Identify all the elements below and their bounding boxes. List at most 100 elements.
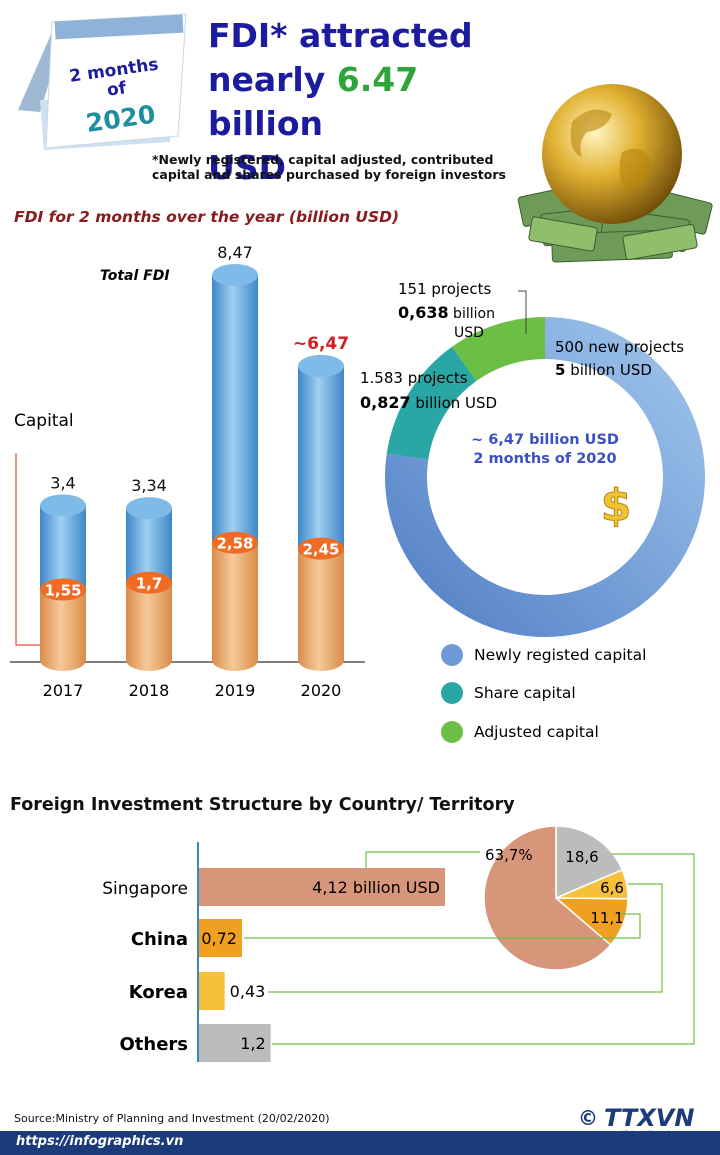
cylinder-2019: 8,47 2,58 2019 xyxy=(212,243,258,700)
copyright-icon: © xyxy=(578,1106,598,1130)
country-value-label: 4,12 billion USD xyxy=(312,878,440,897)
fdi-cylinder-chart: Capital Total FDI 3,4 1,55 2017 3,34 1,7 2018 8,… xyxy=(10,243,365,700)
dollar-icon: $ xyxy=(601,480,632,531)
calendar-graphic: 2 months of 2020 xyxy=(18,13,187,150)
source-note: Source:Ministry of Planning and Investme… xyxy=(14,1112,330,1125)
total-fdi-value-label: 8,47 xyxy=(217,243,253,262)
country-bar xyxy=(199,868,445,906)
total-fdi-bar xyxy=(298,365,344,560)
cylinder-2017: 3,4 1,55 2017 xyxy=(40,473,86,700)
title-nearly: nearly xyxy=(208,60,337,99)
capital-bar xyxy=(40,589,86,671)
title-line2: nearly 6.47 billion xyxy=(208,58,538,146)
donut-annotation-amount: 0,827 billion USD xyxy=(360,393,497,412)
year-tick-label: 2018 xyxy=(129,681,170,700)
footer-url-link[interactable]: https://infographics.vn xyxy=(16,1134,184,1149)
capital-value-label: 1,7 xyxy=(136,575,163,593)
pie-value-label: 11,1 xyxy=(590,909,623,927)
title-line3: USD xyxy=(208,148,286,187)
country-label: Others xyxy=(119,1034,188,1055)
legend-swatch xyxy=(441,682,463,704)
legend-item: Newly registed capital xyxy=(441,644,646,666)
pie-value-label: 18,6 xyxy=(565,848,598,866)
total-cap xyxy=(40,494,86,517)
legend-label: Newly registed capital xyxy=(474,646,646,664)
donut-annotation-projects: 151 projects xyxy=(398,280,491,298)
donut-center-line1: ~ 6,47 billion USD xyxy=(471,432,619,448)
capital-bracket xyxy=(15,453,40,646)
pie-value-label: 63,7% xyxy=(485,846,533,864)
donut-center-line2: 2 months of 2020 xyxy=(473,451,616,467)
total-fdi-value-label: 3,34 xyxy=(131,476,167,495)
donut-annotation-amount: 5 billion USD xyxy=(555,361,652,379)
total-fdi-bar xyxy=(40,505,86,601)
section1-title: FDI for 2 months over the year (billion … xyxy=(14,208,400,226)
capital-cap xyxy=(40,578,86,601)
legend-label: Adjusted capital xyxy=(474,723,599,741)
donut-annotation-projects: 1.583 projects xyxy=(360,369,468,387)
logo-text: TTXVN xyxy=(604,1104,695,1132)
connector-line xyxy=(365,851,480,868)
legend-swatch xyxy=(441,721,463,743)
capital-bar xyxy=(126,582,172,671)
legend-item: Adjusted capital xyxy=(441,721,599,743)
capital-cap xyxy=(298,537,344,560)
year-tick-label: 2020 xyxy=(301,681,342,700)
pie-slice-singapore xyxy=(483,825,612,971)
donut-leader-line xyxy=(518,290,527,334)
country-bar xyxy=(199,1024,271,1062)
capital-value-label: 2,58 xyxy=(216,535,253,553)
title-unit: billion xyxy=(208,104,324,143)
pie-value-label: 6,6 xyxy=(600,879,624,897)
capital-legend-label: Capital xyxy=(14,411,74,431)
title-line1: FDI* attracted xyxy=(208,16,473,55)
year-tick-label: 2017 xyxy=(43,681,84,700)
capital-value-label: 1,55 xyxy=(44,582,81,600)
title-footnote: *Newly registered, capital adjusted, con… xyxy=(152,152,506,182)
legend-label: Share capital xyxy=(474,684,576,702)
connector-line xyxy=(272,853,695,1045)
country-value-label: 0,72 xyxy=(201,929,237,948)
donut-slice-share-capital xyxy=(386,346,477,460)
footer-bar: https://infographics.vn xyxy=(0,1131,720,1155)
donut-annotation-unit: USD xyxy=(454,325,484,341)
calendar-line2: of xyxy=(106,78,128,101)
donut-annotation-projects: 500 new projects xyxy=(555,338,684,356)
logo-subtext: Vietnam News Agency xyxy=(622,1130,690,1137)
cylinder-2020: ~6,47 2,45 2020 xyxy=(293,334,349,700)
total-cap xyxy=(298,354,344,377)
connector-line xyxy=(244,913,641,939)
total-fdi-bar xyxy=(212,275,258,554)
donut-slice-adjusted-capital xyxy=(452,317,545,381)
globe-money-illustration xyxy=(517,84,713,263)
capital-bar xyxy=(212,542,258,671)
connector-line xyxy=(268,883,663,993)
year-tick-label: 2019 xyxy=(215,681,256,700)
capital-value-label: 2,45 xyxy=(302,541,339,559)
country-label: Singapore xyxy=(102,879,188,899)
total-fdi-value-label: ~6,47 xyxy=(293,334,349,354)
country-value-label: 1,2 xyxy=(240,1034,265,1053)
total-fdi-value-label: 3,4 xyxy=(50,473,75,492)
country-value-label: 0,43 xyxy=(230,982,266,1001)
title-value: 6.47 xyxy=(336,60,419,99)
pie-slice-others xyxy=(555,825,624,900)
total-fdi-bar xyxy=(126,508,172,594)
legend-swatch xyxy=(441,644,463,666)
donut-annotation-amount: 0,638 billion xyxy=(398,303,495,322)
total-cap xyxy=(126,497,172,520)
country-bar xyxy=(199,919,242,957)
total-fdi-legend-label: Total FDI xyxy=(100,268,170,284)
fdi-donut-chart: ~ 6,47 billion USD 2 months of 2020 $500 n… xyxy=(360,280,705,743)
country-label: China xyxy=(131,929,188,950)
capital-bar xyxy=(298,548,344,671)
legend-item: Share capital xyxy=(441,682,576,704)
country-label: Korea xyxy=(129,982,188,1003)
capital-cap xyxy=(212,531,258,554)
country-bar xyxy=(199,972,225,1010)
capital-cap xyxy=(126,571,172,594)
country-structure-chart: Singapore 4,12 billion USD China 0,72 Korea 0… xyxy=(102,825,695,1062)
ttxvn-logo: © TTXVN Vietnam News Agency xyxy=(578,1104,710,1138)
section2-title: Foreign Investment Structure by Country/… xyxy=(10,795,515,815)
cylinder-2018: 3,34 1,7 2018 xyxy=(126,476,172,700)
